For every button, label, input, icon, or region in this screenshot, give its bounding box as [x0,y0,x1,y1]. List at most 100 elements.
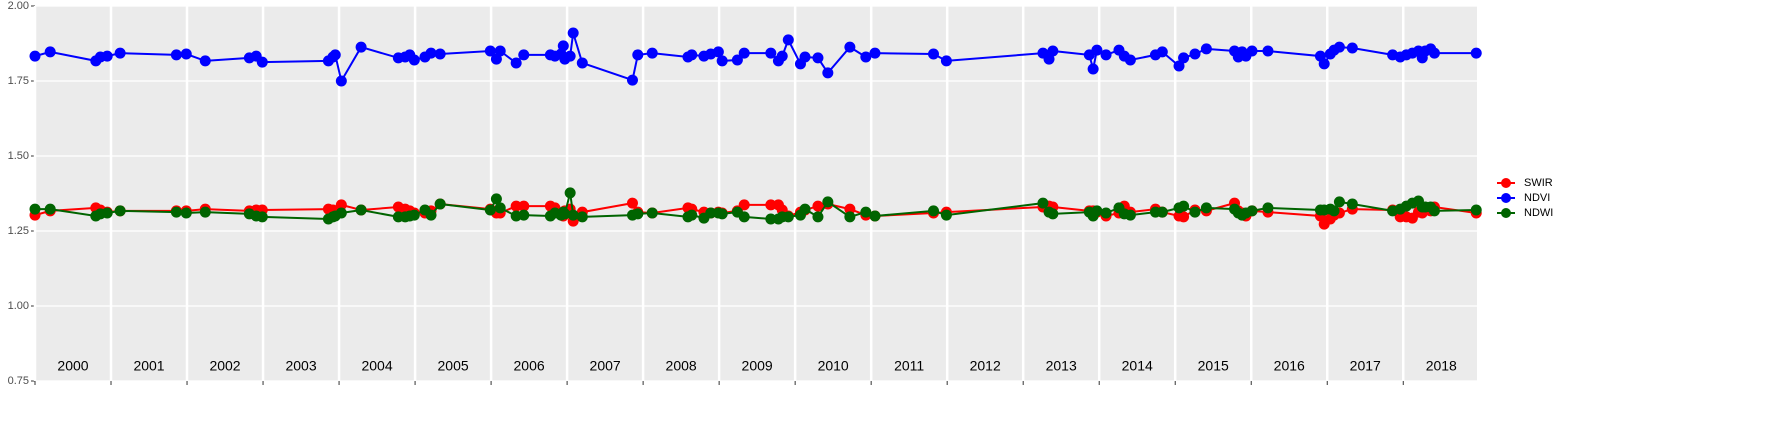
point [170,206,182,218]
year-label: 2017 [1350,358,1381,374]
point [782,211,794,223]
point [510,57,522,69]
point [170,49,182,61]
point [646,207,658,219]
point [844,203,856,215]
point [559,208,571,220]
point [812,200,824,212]
point [1156,206,1168,218]
point [869,47,881,59]
y-tick-label: 1.50 [8,150,29,162]
legend-label: SWIR [1524,177,1553,189]
point [329,49,341,61]
point [180,48,192,60]
point [1100,207,1112,219]
point [738,47,750,59]
point [812,52,824,64]
point [335,207,347,219]
point [494,202,506,214]
point [812,211,824,223]
point [799,51,811,63]
point [632,208,644,220]
point [1246,205,1258,217]
year-label: 2011 [894,358,924,374]
point [1428,205,1440,217]
point [712,46,724,58]
point [1200,43,1212,55]
point [940,209,952,221]
point [1173,60,1185,72]
point [716,55,728,67]
y-tick-label: 1.25 [8,225,29,237]
point [199,55,211,67]
legend-key-point [1501,178,1511,188]
point [1262,202,1274,214]
year-label: 2008 [666,358,697,374]
y-tick-label: 1.75 [8,75,29,87]
panel [35,6,1477,381]
point [632,49,644,61]
year-label: 2004 [361,358,392,374]
point [860,206,872,218]
point [564,50,576,62]
point [101,50,113,62]
point [434,48,446,60]
point [1346,42,1358,54]
legend-label: NDWI [1524,207,1553,219]
point [567,209,579,221]
year-label: 2001 [133,358,164,374]
point [490,193,502,205]
point [29,50,41,62]
year-label: 2016 [1274,358,1305,374]
point [705,207,717,219]
point [776,50,788,62]
point [564,187,576,199]
point [626,197,638,209]
point [29,203,41,215]
point [738,199,750,211]
point [557,40,569,52]
point [408,209,420,221]
point [576,57,588,69]
point [927,205,939,217]
point [822,196,834,208]
y-tick-label: 0.75 [8,375,29,387]
point [1346,198,1358,210]
point [114,205,126,217]
point [646,47,658,59]
point [101,207,113,219]
point [518,200,530,212]
y-tick-label: 1.00 [8,300,29,312]
year-label: 2012 [970,358,1001,374]
point [686,49,698,61]
point [1470,204,1482,216]
point [1262,45,1274,57]
point [518,49,530,61]
point [425,209,437,221]
point [940,55,952,67]
point [822,67,834,79]
point [44,203,56,215]
year-label: 2014 [1122,358,1153,374]
point [1178,200,1190,212]
point [1100,49,1112,61]
year-label: 2010 [818,358,849,374]
point [518,209,530,221]
legend-key-point [1501,193,1511,203]
point [1318,58,1330,70]
point [860,51,872,63]
point [576,211,588,223]
point [1328,205,1340,217]
point [1470,47,1482,59]
point [1091,44,1103,56]
point [1037,197,1049,209]
point [1246,45,1258,57]
point [510,200,522,212]
point [799,203,811,215]
point [1091,205,1103,217]
point [199,206,211,218]
point [1200,202,1212,214]
point [1428,47,1440,59]
point [626,74,638,86]
